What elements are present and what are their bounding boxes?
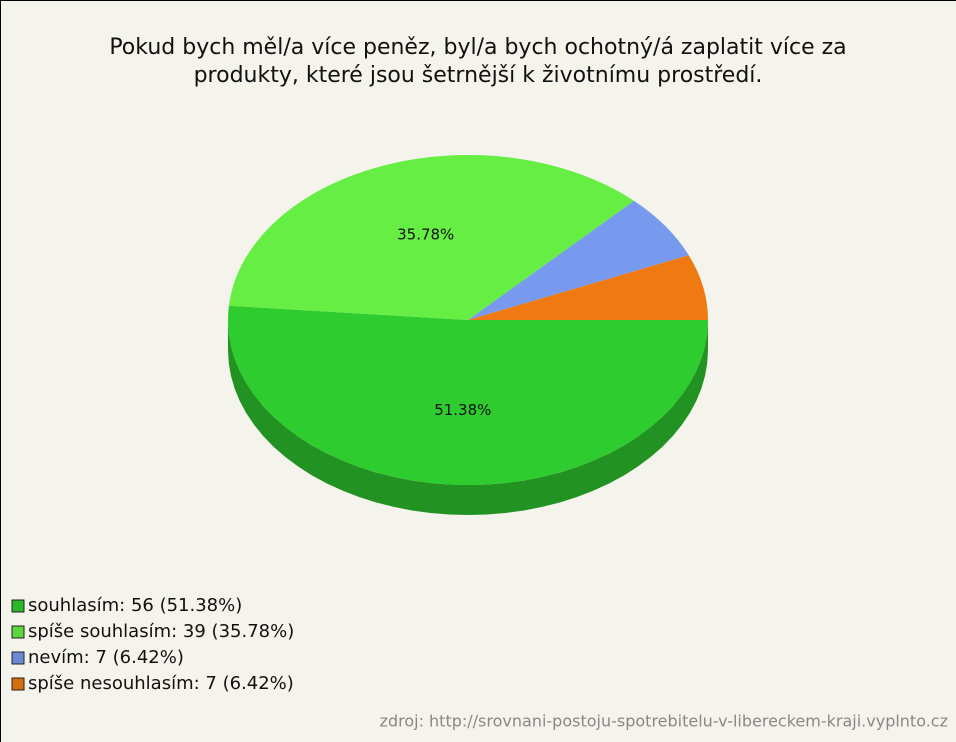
- chart-title: produkty, které jsou šetrnější k životní…: [194, 63, 763, 88]
- pie-slice: [228, 154, 635, 320]
- legend-swatch: [11, 625, 25, 639]
- legend-label: spíše souhlasím: 39 (35.78%): [28, 621, 294, 642]
- legend-swatch: [11, 599, 25, 613]
- legend-label: spíše nesouhlasím: 7 (6.42%): [28, 673, 294, 694]
- legend-label: nevím: 7 (6.42%): [28, 647, 184, 668]
- pie-slice: [227, 305, 709, 486]
- legend-swatch: [11, 651, 25, 665]
- legend-swatch: [11, 677, 25, 691]
- chart-title: Pokud bych měl/a více peněz, byl/a bych …: [109, 35, 846, 60]
- pie-side: [228, 320, 708, 515]
- pie-slice: [468, 200, 689, 320]
- pie-slice: [468, 255, 708, 320]
- slice-label: 51.38%: [434, 401, 491, 419]
- legend-label: souhlasím: 56 (51.38%): [28, 595, 242, 616]
- slice-label: 35.78%: [397, 226, 454, 244]
- source: zdroj: http://srovnani-postoju-spotrebit…: [380, 712, 948, 731]
